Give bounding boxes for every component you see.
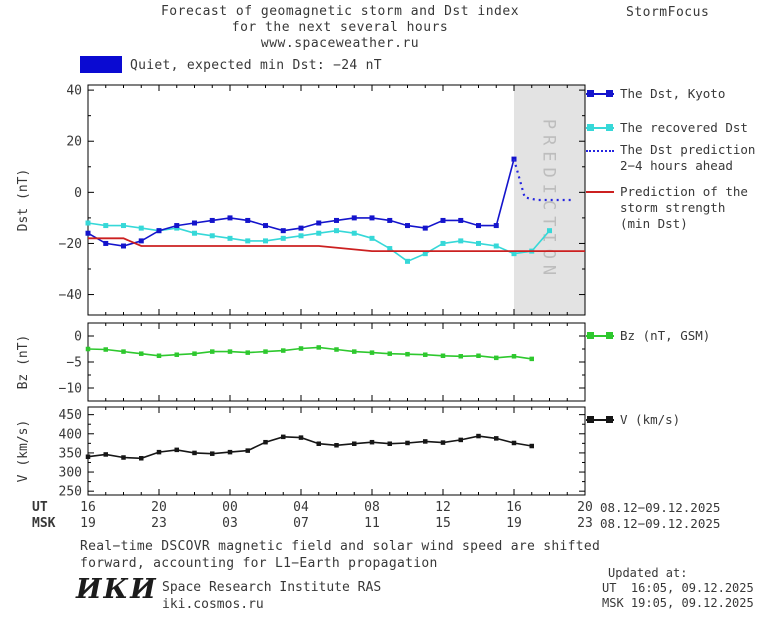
x-tick-label: 15 <box>435 516 451 531</box>
source-url: www.spaceweather.ru <box>260 36 420 51</box>
x-tick-label: 11 <box>364 516 380 531</box>
svg-text:400: 400 <box>59 427 82 442</box>
x-tick-label: 20 <box>151 500 167 515</box>
x-tick-label: 16 <box>80 500 96 515</box>
iki-logo: ИКИ <box>76 574 158 605</box>
page-subtitle: for the next several hours <box>231 20 449 35</box>
legend-recovered: The recovered Dst <box>586 120 748 136</box>
bz-chart: 0 −5 −10 <box>59 322 586 402</box>
svg-text:−20: −20 <box>59 237 82 252</box>
x-tick-label: 03 <box>222 516 238 531</box>
institute-site-url: iki.cosmos.ru <box>162 597 264 612</box>
dotted-line-marker-icon <box>586 150 614 152</box>
x-tick-label: 16 <box>506 500 522 515</box>
dst-kyoto-marker-icon <box>586 90 614 99</box>
title-block: Forecast of geomagnetic storm and Dst in… <box>90 4 590 52</box>
red-line-marker-icon <box>586 191 614 193</box>
x-tick-label: 08 <box>364 500 380 515</box>
msk-row-label: MSK <box>32 516 56 531</box>
x-tick-label: 04 <box>293 500 309 515</box>
msk-date-range: 08.12−09.12.2025 <box>600 516 721 531</box>
v-marker-icon <box>586 416 614 425</box>
ut-date-range: 08.12−09.12.2025 <box>600 500 721 515</box>
legend-storm-strength-label: Prediction of the storm strength (min Ds… <box>620 184 748 232</box>
v-axis-label: V (km/s) <box>16 419 31 483</box>
svg-text:40: 40 <box>66 84 82 99</box>
svg-text:250: 250 <box>59 485 82 496</box>
dst-chart: PREDICTION −40 −20 0 20 40 <box>59 84 586 316</box>
x-tick-label: 23 <box>577 516 593 531</box>
legend-recovered-label: The recovered Dst <box>620 120 748 135</box>
legend-bz: Bz (nT, GSM) <box>586 328 710 344</box>
svg-text:−10: −10 <box>59 382 82 397</box>
bz-marker-icon <box>586 332 614 341</box>
svg-text:−5: −5 <box>66 356 82 371</box>
footer-note-line2: forward, accounting for L1−Earth propaga… <box>80 556 438 571</box>
svg-text:350: 350 <box>59 446 82 461</box>
legend-v: V (km/s) <box>586 412 680 428</box>
x-tick-label: 20 <box>577 500 593 515</box>
quiet-status-swatch <box>80 56 122 73</box>
page-title: Forecast of geomagnetic storm and Dst in… <box>160 4 520 19</box>
footer-note-line1: Real−time DSCOVR magnetic field and sola… <box>80 539 601 554</box>
legend-storm-strength: Prediction of the storm strength (min Ds… <box>586 184 748 232</box>
x-tick-label: 19 <box>80 516 96 531</box>
updated-ut: UT 16:05, 09.12.2025 <box>602 581 754 595</box>
x-axis-msk-row: MSK 08.12−09.12.2025 19 23 03 07 11 15 19 23 <box>0 516 760 531</box>
x-tick-label: 12 <box>435 500 451 515</box>
x-tick-label: 23 <box>151 516 167 531</box>
legend-dst-prediction: The Dst prediction 2−4 hours ahead <box>586 142 755 174</box>
x-tick-label: 19 <box>506 516 522 531</box>
svg-text:PREDICTION: PREDICTION <box>539 119 559 281</box>
v-chart: 250 300 350 400 450 <box>59 406 586 496</box>
dst-axis-label: Dst (nT) <box>16 168 31 232</box>
updated-msk: MSK 19:05, 09.12.2025 <box>602 596 754 610</box>
legend-bz-label: Bz (nT, GSM) <box>620 328 711 343</box>
ut-row-label: UT <box>32 500 48 515</box>
legend-dst-prediction-label: The Dst prediction 2−4 hours ahead <box>620 142 755 174</box>
legend-storm-line2: storm strength <box>620 200 726 215</box>
svg-text:0: 0 <box>74 186 82 201</box>
recovered-marker-icon <box>586 124 614 133</box>
legend-dst-prediction-line1: The Dst prediction <box>620 142 756 157</box>
svg-text:0: 0 <box>74 330 82 345</box>
quiet-status-text: Quiet, expected min Dst: −24 nT <box>130 58 382 73</box>
brand-label: StormFocus <box>626 5 710 20</box>
x-tick-label: 07 <box>293 516 309 531</box>
x-tick-label: 00 <box>222 500 238 515</box>
svg-text:20: 20 <box>66 135 82 150</box>
institute-name: Space Research Institute RAS <box>162 580 382 595</box>
svg-text:450: 450 <box>59 408 82 423</box>
legend-storm-line1: Prediction of the <box>620 184 748 199</box>
legend-storm-line3: (min Dst) <box>620 216 688 231</box>
updated-label: Updated at: <box>608 566 688 580</box>
svg-text:−40: −40 <box>59 288 82 303</box>
legend-dst-kyoto: The Dst, Kyoto <box>586 86 725 102</box>
legend-dst-kyoto-label: The Dst, Kyoto <box>620 86 726 101</box>
svg-text:300: 300 <box>59 466 82 481</box>
footer-note: Real−time DSCOVR magnetic field and sola… <box>80 538 600 572</box>
legend-v-label: V (km/s) <box>620 412 681 427</box>
legend-dst-prediction-line2: 2−4 hours ahead <box>620 158 733 173</box>
x-axis-ut-row: UT 08.12−09.12.2025 16 20 00 04 08 12 16 20 <box>0 500 760 515</box>
